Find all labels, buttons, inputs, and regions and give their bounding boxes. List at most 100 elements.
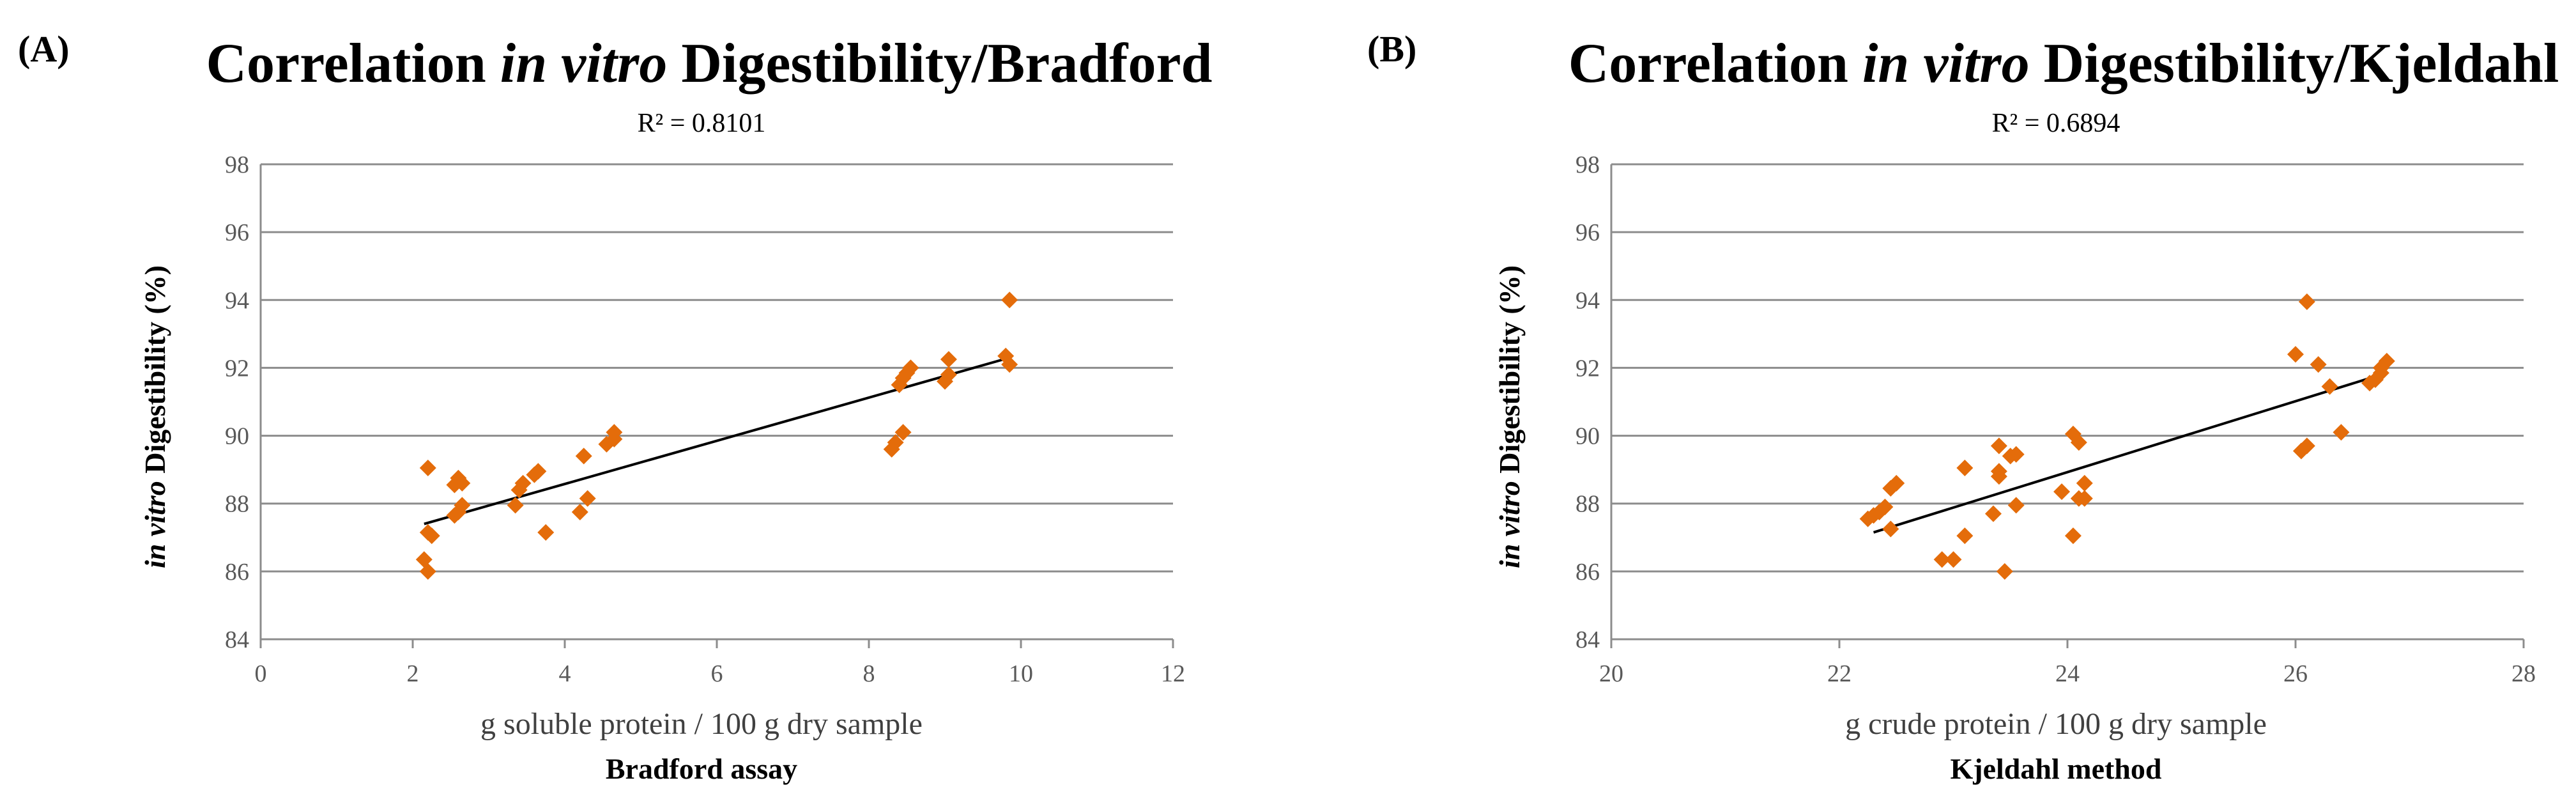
panel-a-y-axis-label: in vitro Digestibility (%) bbox=[139, 265, 171, 568]
panel-a-data-point-17 bbox=[571, 503, 588, 520]
panel-b-x-axis-label: g crude protein / 100 g dry sample bbox=[1845, 707, 2267, 741]
panel-b-x-tick-label-2: 24 bbox=[2055, 660, 2080, 687]
panel-a-x-axis-label: g soluble protein / 100 g dry sample bbox=[480, 707, 923, 741]
panel-b-data-point-31 bbox=[2321, 378, 2338, 395]
panel-b-data-point-22 bbox=[2070, 434, 2087, 451]
panel-b-data-point-24 bbox=[2076, 474, 2093, 492]
panel-b-data-point-28 bbox=[2298, 437, 2315, 455]
panel-b-data-point-10 bbox=[1956, 459, 1974, 476]
panel-b-data-point-9 bbox=[1956, 527, 1974, 545]
panel-b-label: (B) bbox=[1367, 28, 1416, 70]
panel-a-axes bbox=[259, 164, 1173, 641]
panel-a-y-tick-label-6: 96 bbox=[225, 219, 249, 246]
panel-a-data-point-22 bbox=[606, 424, 623, 441]
panel-b-data-point-25 bbox=[2076, 490, 2093, 507]
panel-b-y-tick-label-7: 98 bbox=[1575, 152, 1600, 178]
panel-b-data-point-30 bbox=[2310, 356, 2327, 373]
panel-b-y-tick-label-0: 84 bbox=[1575, 626, 1600, 653]
panel-b-data-point-3 bbox=[1876, 499, 1894, 516]
panel-a-points bbox=[415, 292, 1018, 580]
panel-a-trendline bbox=[424, 356, 1010, 525]
panel-b-x-tick-label-3: 26 bbox=[2283, 660, 2308, 687]
panel-b-data-point-13 bbox=[1990, 463, 2007, 480]
panel-a-x-tick-label-5: 10 bbox=[1009, 660, 1033, 687]
panel-a-data-point-32 bbox=[940, 351, 957, 368]
panel-b-x-tick-label-1: 22 bbox=[1827, 660, 1851, 687]
panel-a-data-point-29 bbox=[902, 359, 919, 377]
panel-b-y-tick-label-2: 88 bbox=[1575, 491, 1600, 518]
panel-b-data-point-32 bbox=[2333, 424, 2350, 441]
panel-a-y-tick-label-2: 88 bbox=[225, 491, 249, 518]
panel-a-data-point-0 bbox=[419, 459, 436, 476]
panel-a-data-point-15 bbox=[530, 463, 547, 480]
panel-a-label: (A) bbox=[18, 28, 70, 70]
panel-a-x-tick-label-2: 4 bbox=[559, 660, 571, 687]
panel-a-x-tick-label-1: 2 bbox=[407, 660, 419, 687]
panel-b-data-point-8 bbox=[1945, 551, 1962, 568]
panel-b-data-point-4 bbox=[1882, 520, 1899, 538]
panel-a: (A) Correlation in vitro Digestibility/B… bbox=[18, 28, 1212, 785]
panel-b-x-tick-label-0: 20 bbox=[1599, 660, 1623, 687]
panel-b-data-point-18 bbox=[2007, 446, 2025, 463]
panel-b-data-point-29 bbox=[2298, 293, 2315, 310]
panel-a-data-point-35 bbox=[1001, 292, 1018, 309]
panel-b-y-tick-label-1: 86 bbox=[1575, 559, 1600, 586]
panel-a-data-point-7 bbox=[454, 497, 471, 514]
panel-a-y-ticks: 84 86 88 90 92 94 96 98 bbox=[225, 152, 249, 653]
panel-b-y-axis-label: in vitro Digestibility (%) bbox=[1493, 265, 1526, 568]
panel-b-data-point-20 bbox=[2064, 527, 2082, 545]
panel-b-y-ticks: 84 86 88 90 92 94 96 98 bbox=[1575, 152, 1600, 653]
panel-a-method-label: Bradford assay bbox=[606, 752, 797, 785]
panel-a-data-point-13 bbox=[514, 474, 532, 492]
panel-b-data-point-7 bbox=[1933, 551, 1951, 568]
panel-a-r-squared: R² = 0.8101 bbox=[638, 109, 766, 138]
panel-a-data-point-26 bbox=[894, 424, 912, 441]
panel-b-title: Correlation in vitro Digestibility/Kjeld… bbox=[1568, 33, 2559, 95]
panel-b-data-point-26 bbox=[2287, 346, 2304, 363]
panel-a-gridlines bbox=[261, 163, 1173, 641]
panel-b-data-point-17 bbox=[2007, 497, 2025, 514]
panel-b-trendline-line bbox=[1873, 373, 2382, 534]
panel-b-y-tick-label-6: 96 bbox=[1575, 219, 1600, 246]
panel-b-y-tick-label-5: 94 bbox=[1575, 287, 1600, 314]
panel-a-y-tick-label-5: 94 bbox=[225, 287, 249, 314]
panel-a-data-point-2 bbox=[423, 527, 440, 545]
panel-b-r-squared: R² = 0.6894 bbox=[1992, 109, 2120, 138]
panel-b-y-tick-label-3: 90 bbox=[1575, 423, 1600, 450]
panel-b-data-point-19 bbox=[2053, 483, 2071, 501]
panel-a-y-tick-label-7: 98 bbox=[225, 152, 249, 178]
panel-a-y-tick-label-4: 92 bbox=[225, 355, 249, 382]
panel-b-data-point-6 bbox=[1888, 474, 1905, 492]
panel-b-method-label: Kjeldahl method bbox=[1951, 752, 2162, 785]
panel-a-data-point-16 bbox=[537, 524, 555, 541]
panel-b-y-tick-label-4: 92 bbox=[1575, 355, 1600, 382]
panel-a-data-point-18 bbox=[575, 447, 592, 465]
panel-a-x-tick-label-6: 12 bbox=[1161, 660, 1185, 687]
panel-a-y-tick-label-0: 84 bbox=[225, 626, 249, 653]
panel-a-data-point-24 bbox=[887, 434, 904, 451]
panel-a-data-point-31 bbox=[940, 366, 957, 384]
panel-a-x-tick-label-4: 8 bbox=[863, 660, 875, 687]
panel-a-y-tick-label-3: 90 bbox=[225, 423, 249, 450]
panel-a-x-ticks: 0 2 4 6 8 10 12 bbox=[255, 639, 1185, 687]
panel-a-title: Correlation in vitro Digestibility/Bradf… bbox=[206, 33, 1213, 95]
panel-a-y-tick-label-1: 86 bbox=[225, 559, 249, 586]
panel-b: (B) Correlation in vitro Digestibility/K… bbox=[1367, 28, 2559, 785]
panel-b-x-ticks: 20 22 24 26 28 bbox=[1599, 639, 2536, 687]
panel-b-gridlines bbox=[1611, 163, 2524, 641]
panel-b-data-point-37 bbox=[2378, 352, 2395, 369]
panel-b-x-tick-label-4: 28 bbox=[2511, 660, 2536, 687]
panel-b-data-point-11 bbox=[1984, 505, 2002, 522]
panel-b-trendline bbox=[1873, 373, 2382, 534]
panel-a-data-point-19 bbox=[579, 490, 596, 507]
panel-b-data-point-15 bbox=[1996, 563, 2013, 580]
panel-a-data-point-34 bbox=[1001, 356, 1018, 373]
panel-a-x-tick-label-3: 6 bbox=[711, 660, 723, 687]
panel-b-points bbox=[1859, 293, 2395, 580]
panel-b-data-point-14 bbox=[1990, 437, 2007, 455]
panel-a-data-point-11 bbox=[507, 497, 524, 514]
panel-a-trendline-line bbox=[424, 356, 1010, 525]
panel-a-data-point-4 bbox=[419, 563, 436, 580]
panel-a-data-point-10 bbox=[454, 474, 471, 492]
